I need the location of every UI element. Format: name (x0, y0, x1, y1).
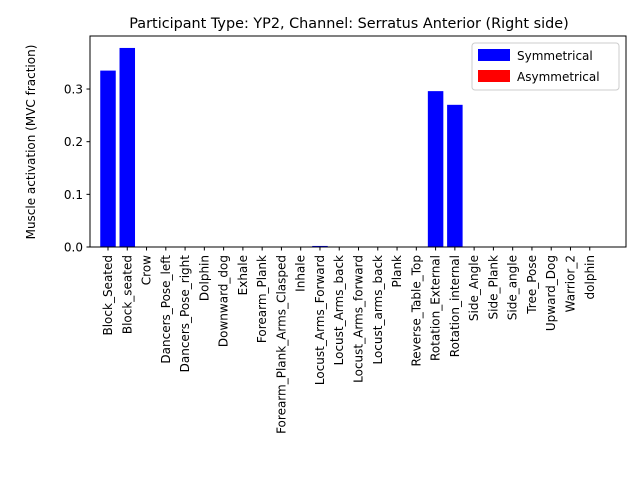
chart-title: Participant Type: YP2, Channel: Serratus… (129, 16, 568, 32)
bar (447, 104, 463, 247)
legend: Symmetrical Asymmetrical (471, 42, 620, 91)
x-tick-label: Dancers_Pose_right (178, 255, 192, 373)
x-tick-label: Side_angle (506, 255, 520, 320)
x-tick-label: Downward_dog (217, 255, 231, 347)
x-tick-label: Block_Seated (101, 255, 115, 336)
bar (312, 245, 328, 247)
y-axis-title: Muscle activation (MVC fraction) (24, 45, 38, 240)
y-axis: 0.0 0.1 0.2 0.3 (64, 83, 90, 255)
bars-group (100, 47, 463, 248)
x-tick-label: Tree_Pose (525, 255, 539, 315)
x-tick-label: Forearm_Plank (255, 255, 269, 343)
legend-swatch-asymmetrical (478, 70, 510, 82)
legend-label-symmetrical: Symmetrical (517, 49, 593, 63)
x-tick-label: Dolphin (197, 255, 211, 301)
x-tick-label: Warrior_2 (563, 255, 577, 312)
legend-swatch-symmetrical (478, 49, 510, 61)
x-tick-label: Reverse_Table_Top (409, 255, 423, 367)
x-tick-label: Locust_Arms_Forward (313, 255, 327, 385)
x-tick-label: Locust_arms_back (371, 255, 385, 365)
y-tick-label: 0.1 (64, 188, 83, 202)
y-tick-label: 0.2 (64, 135, 83, 149)
bar (119, 47, 136, 248)
x-tick-label: Locust_Arms_back (332, 255, 346, 365)
x-tick-label: Side_Plank (486, 255, 500, 319)
x-tick-label: Side_Angle (467, 255, 481, 321)
bar (100, 70, 116, 247)
plot-frame (89, 35, 627, 248)
x-tick-label: Rotation_External (429, 255, 443, 361)
x-tick-label: Block_seated (120, 255, 134, 334)
y-tick-label: 0.3 (64, 83, 83, 97)
x-tick-label: Dancers_Pose_left (159, 255, 173, 364)
x-tick-label: Inhale (294, 255, 308, 292)
x-axis: Block_Seated Block_seated Crow Dancers_Pose… (101, 247, 597, 434)
x-tick-label: Plank (390, 255, 404, 288)
x-tick-label: Forearm_Plank_Arms_Clasped (274, 255, 288, 434)
x-tick-label: dolphin (583, 255, 597, 299)
x-tick-label: Crow (140, 255, 154, 285)
legend-label-asymmetrical: Asymmetrical (517, 70, 600, 84)
y-tick-label: 0.0 (64, 241, 83, 255)
bar (427, 91, 444, 247)
x-tick-label: Locust_Arms_forward (352, 255, 366, 383)
x-tick-label: Exhale (236, 255, 250, 295)
x-tick-label: Upward_Dog (544, 255, 558, 331)
x-tick-label: Rotation_internal (448, 255, 462, 357)
